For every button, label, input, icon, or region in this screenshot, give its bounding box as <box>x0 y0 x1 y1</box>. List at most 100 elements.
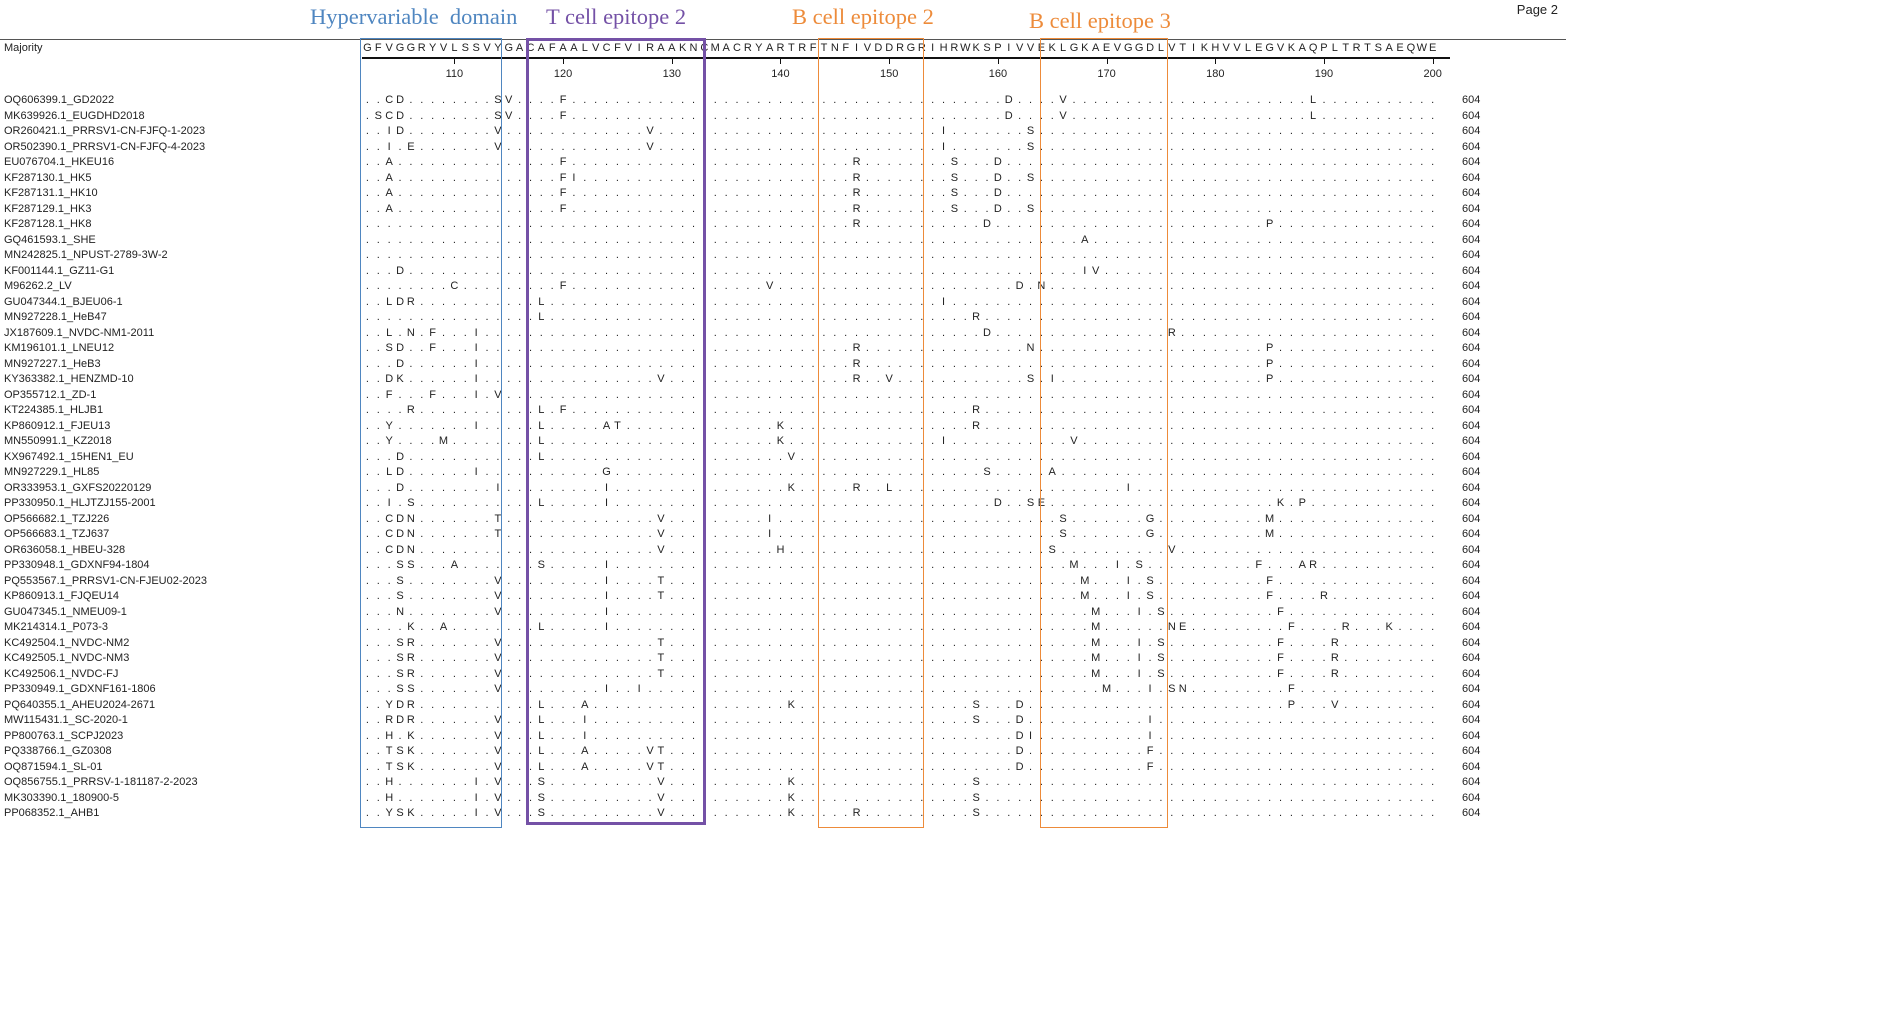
sequence-length: 604 <box>1462 171 1481 184</box>
sequence-length: 604 <box>1462 683 1481 695</box>
residue: . <box>1365 791 1369 804</box>
residue: S <box>1059 512 1067 525</box>
residue: . <box>528 311 532 323</box>
residue: . <box>1028 683 1033 695</box>
residue: . <box>974 636 978 649</box>
residue: . <box>648 683 652 695</box>
residue: . <box>898 326 902 339</box>
sequence-name: MN927227.1_HeB3 <box>4 357 101 370</box>
residue: . <box>1018 233 1022 246</box>
residue: . <box>365 311 369 323</box>
residue: . <box>648 574 652 587</box>
residue: . <box>1398 342 1402 354</box>
residue: . <box>833 326 837 339</box>
residue: F <box>1277 636 1284 649</box>
residue: . <box>768 295 772 308</box>
residue: V <box>494 125 502 137</box>
residue: . <box>1311 636 1315 649</box>
residue: . <box>1355 125 1359 137</box>
residue: C <box>385 512 394 525</box>
residue: . <box>1159 264 1163 277</box>
residue: . <box>1007 667 1011 680</box>
residue: . <box>1028 156 1033 168</box>
residue: . <box>452 156 456 168</box>
residue: . <box>583 94 587 106</box>
residue: . <box>811 714 815 726</box>
residue: . <box>507 667 511 680</box>
residue: . <box>463 249 467 261</box>
residue: . <box>1050 388 1054 401</box>
residue: . <box>1170 171 1174 184</box>
residue: . <box>1431 807 1435 819</box>
residue: . <box>1355 373 1359 385</box>
residue: . <box>1257 745 1261 757</box>
residue: . <box>485 419 489 432</box>
residue: . <box>1050 156 1054 168</box>
residue: . <box>507 807 511 819</box>
residue: . <box>865 435 869 447</box>
residue: . <box>485 667 489 680</box>
residue: . <box>1083 187 1087 199</box>
residue: . <box>735 466 739 478</box>
residue: . <box>507 776 511 788</box>
residue: . <box>1344 667 1348 680</box>
residue: I <box>942 140 946 153</box>
residue: R <box>1320 590 1328 602</box>
residue: . <box>1246 264 1250 277</box>
residue: . <box>1170 450 1174 463</box>
majority-residue: T <box>1179 42 1187 54</box>
residue: . <box>887 528 891 540</box>
residue: . <box>561 326 565 339</box>
residue: . <box>757 528 761 540</box>
residue: . <box>1007 404 1011 416</box>
residue: . <box>1050 605 1054 618</box>
residue: . <box>746 776 750 788</box>
residue: . <box>931 543 935 556</box>
residue: . <box>855 683 859 695</box>
residue: . <box>1105 156 1109 168</box>
residue: . <box>1094 404 1098 416</box>
sequence-length: 604 <box>1462 791 1481 804</box>
residue: . <box>985 187 989 199</box>
residue: . <box>1289 512 1293 525</box>
residue: . <box>1289 528 1293 540</box>
residue: . <box>996 528 1000 540</box>
residue: . <box>811 109 815 122</box>
residue: . <box>528 218 532 230</box>
majority-residue: V <box>1168 42 1176 54</box>
residue: . <box>1213 156 1217 168</box>
residue: . <box>1094 590 1098 602</box>
residue: . <box>746 481 750 494</box>
residue: . <box>474 667 478 680</box>
residue: . <box>1387 745 1391 757</box>
residue: . <box>518 574 522 587</box>
residue: D <box>993 171 1002 184</box>
residue: . <box>1398 714 1402 726</box>
residue: . <box>996 652 1000 664</box>
residue: . <box>1387 543 1391 556</box>
residue: . <box>746 373 750 385</box>
residue: . <box>485 543 489 556</box>
majority-residue: K <box>972 42 980 54</box>
residue: . <box>691 729 696 742</box>
residue: . <box>811 125 815 137</box>
residue: . <box>1398 295 1402 308</box>
residue: . <box>1028 543 1033 556</box>
residue: . <box>811 249 815 261</box>
residue: . <box>713 807 717 819</box>
residue: D <box>396 357 405 370</box>
residue: . <box>572 450 576 463</box>
residue: . <box>1105 698 1109 711</box>
residue: . <box>1115 450 1119 463</box>
residue: . <box>463 497 467 509</box>
residue: . <box>474 156 478 168</box>
residue: R <box>1167 326 1176 339</box>
residue: . <box>1409 156 1413 168</box>
residue: . <box>615 326 619 339</box>
residue: . <box>1213 512 1217 525</box>
residue: . <box>1159 280 1163 292</box>
residue: . <box>594 125 598 137</box>
residue: . <box>550 512 554 525</box>
ruler-tick <box>997 59 999 64</box>
residue: . <box>1409 388 1413 401</box>
